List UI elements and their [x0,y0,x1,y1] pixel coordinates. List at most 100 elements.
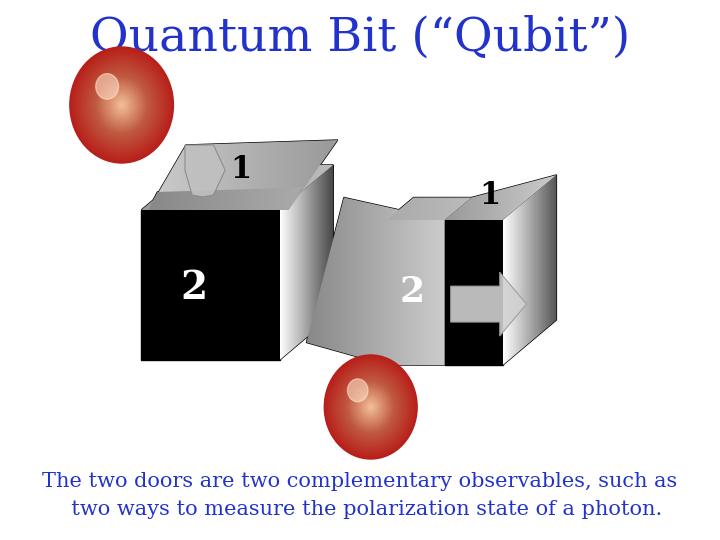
Circle shape [362,397,379,416]
Text: 1: 1 [230,154,251,185]
Circle shape [330,361,412,453]
Circle shape [348,382,393,432]
Circle shape [119,102,125,109]
Circle shape [325,356,416,458]
Circle shape [336,368,405,446]
Circle shape [112,94,131,116]
Circle shape [337,369,404,444]
Circle shape [341,374,400,440]
Circle shape [96,73,119,99]
Circle shape [87,67,156,143]
Circle shape [96,77,146,133]
Circle shape [326,357,415,457]
Circle shape [77,55,166,155]
Circle shape [98,78,145,132]
Circle shape [324,355,417,459]
Circle shape [369,405,372,409]
Circle shape [348,379,368,402]
Text: Quantum Bit (“Qubit”): Quantum Bit (“Qubit”) [90,15,630,60]
Circle shape [115,98,128,112]
Circle shape [367,403,374,411]
Circle shape [86,64,158,146]
Circle shape [368,404,374,410]
Circle shape [91,70,153,140]
Circle shape [349,383,392,431]
Circle shape [117,100,126,110]
Polygon shape [185,145,225,197]
Circle shape [72,49,171,161]
Circle shape [96,76,148,134]
Circle shape [104,85,139,125]
Circle shape [351,384,391,430]
Circle shape [91,71,152,139]
Text: 1: 1 [480,180,500,211]
Circle shape [76,54,167,156]
Circle shape [78,56,165,154]
Circle shape [113,96,130,114]
Circle shape [100,80,143,130]
Circle shape [346,380,395,434]
Circle shape [345,378,397,436]
PathPatch shape [387,198,472,220]
Circle shape [103,84,140,126]
Circle shape [102,83,141,127]
Circle shape [348,381,394,433]
Circle shape [108,90,135,120]
Circle shape [89,69,154,141]
Circle shape [357,392,384,423]
Circle shape [343,377,397,437]
Circle shape [342,375,400,439]
Circle shape [70,47,174,163]
Circle shape [93,72,150,138]
Circle shape [106,87,138,123]
Circle shape [352,386,390,428]
Circle shape [73,50,171,159]
PathPatch shape [445,175,557,220]
Circle shape [333,364,409,450]
Circle shape [364,399,378,415]
Circle shape [101,82,143,128]
Circle shape [75,53,168,157]
Circle shape [80,59,163,151]
Circle shape [330,362,410,452]
Circle shape [332,363,410,451]
Circle shape [343,376,399,438]
Circle shape [121,104,122,106]
Circle shape [361,396,381,418]
Circle shape [120,103,124,107]
Circle shape [354,388,387,426]
Circle shape [355,389,387,424]
Circle shape [107,89,136,122]
Circle shape [365,401,377,413]
Circle shape [114,97,129,113]
PathPatch shape [279,165,333,360]
PathPatch shape [141,165,333,210]
Circle shape [339,372,402,442]
Circle shape [71,48,172,162]
Circle shape [359,394,383,421]
Circle shape [328,359,413,455]
Circle shape [84,63,159,147]
Circle shape [112,93,132,117]
Polygon shape [141,210,279,360]
PathPatch shape [503,175,557,365]
Circle shape [370,406,372,408]
Circle shape [329,360,413,454]
PathPatch shape [148,140,338,210]
Circle shape [86,65,157,144]
Circle shape [338,370,403,443]
Circle shape [361,396,380,417]
Circle shape [351,385,390,429]
Circle shape [109,91,134,119]
Circle shape [89,68,155,142]
PathPatch shape [307,198,445,365]
Circle shape [336,368,406,447]
Circle shape [74,52,169,158]
Circle shape [335,367,407,448]
Circle shape [346,379,396,435]
Circle shape [333,366,408,449]
Circle shape [356,390,386,424]
Circle shape [358,393,384,422]
Circle shape [82,61,161,149]
Text: 2: 2 [180,269,207,307]
